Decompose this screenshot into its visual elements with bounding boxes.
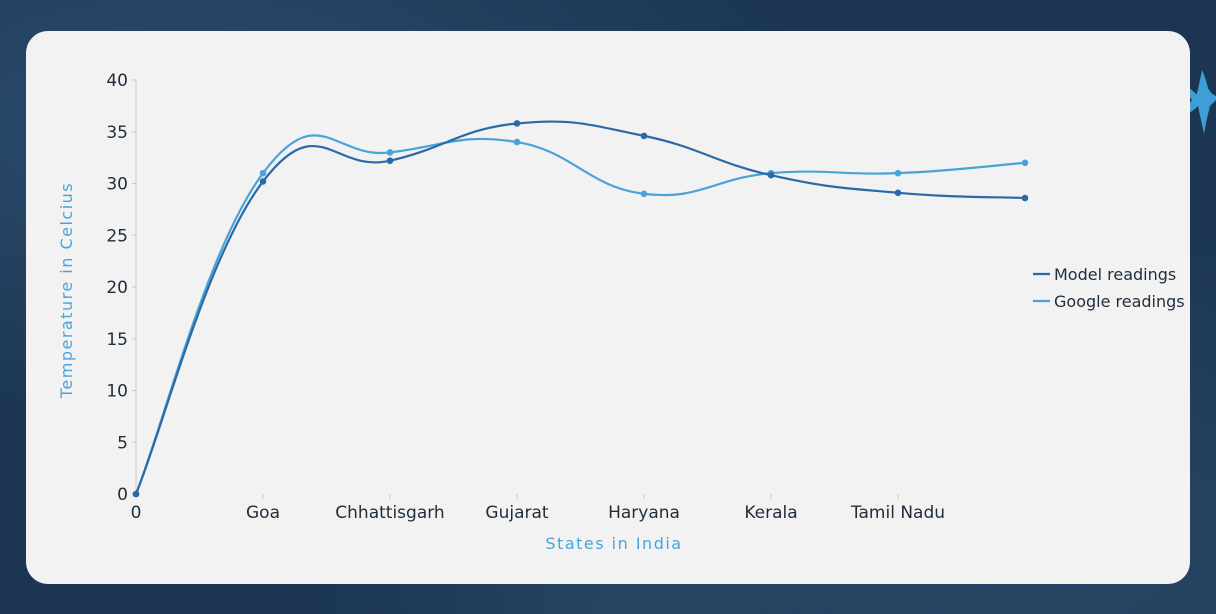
google-readings-point — [513, 138, 521, 146]
model-readings-point — [767, 171, 775, 179]
legend: Model readings Google readings — [1033, 265, 1185, 311]
chart-card: 0 5 10 15 20 25 30 35 40 0 Goa Chhattisgarh Gujarat H… — [26, 31, 1190, 584]
model-readings-point — [132, 490, 140, 498]
x-tick-label: Chhattisgarh — [335, 503, 444, 523]
model-readings-point — [894, 189, 902, 197]
series-layer — [132, 120, 1029, 498]
y-tick-label: 20 — [106, 278, 128, 298]
y-tick-label: 35 — [106, 123, 128, 143]
star-icon — [1146, 70, 1216, 134]
model-readings-line — [134, 120, 1026, 495]
x-tick-label: Goa — [246, 503, 280, 523]
y-axis-title: Temperature in Celcius — [57, 182, 76, 399]
x-tick-label: 0 — [131, 503, 142, 523]
google-readings-point — [640, 190, 648, 198]
google-readings-point — [1021, 159, 1029, 167]
y-tick-label: 30 — [106, 175, 128, 195]
legend-label: Google readings — [1054, 292, 1185, 311]
x-tick-label: Kerala — [744, 503, 797, 523]
model-readings-point — [1021, 194, 1029, 202]
google-readings-point — [259, 169, 267, 177]
model-readings-point — [640, 132, 648, 140]
google-readings-point — [386, 149, 394, 156]
axes: 0 5 10 15 20 25 30 35 40 0 Goa Chhattisgarh Gujarat H… — [106, 71, 945, 523]
legend-label: Model readings — [1054, 265, 1176, 284]
x-tick-label: Haryana — [608, 503, 680, 523]
model-readings-point — [259, 178, 267, 185]
x-axis-title: States in India — [545, 534, 682, 553]
y-tick-label: 15 — [106, 330, 128, 350]
y-tick-label: 40 — [106, 71, 128, 91]
model-readings-point — [513, 120, 521, 127]
model-readings-point — [386, 157, 394, 165]
y-tick-label: 0 — [117, 485, 128, 505]
google-readings-line — [134, 134, 1026, 495]
line-chart: 0 5 10 15 20 25 30 35 40 0 Goa Chhattisgarh Gujarat H… — [57, 71, 1185, 553]
x-tick-label: Tamil Nadu — [850, 503, 945, 523]
google-readings-point — [894, 169, 902, 177]
y-tick-label: 10 — [106, 382, 128, 402]
y-tick-label: 5 — [117, 433, 128, 453]
y-tick-label: 25 — [106, 226, 128, 246]
x-tick-label: Gujarat — [485, 503, 548, 523]
